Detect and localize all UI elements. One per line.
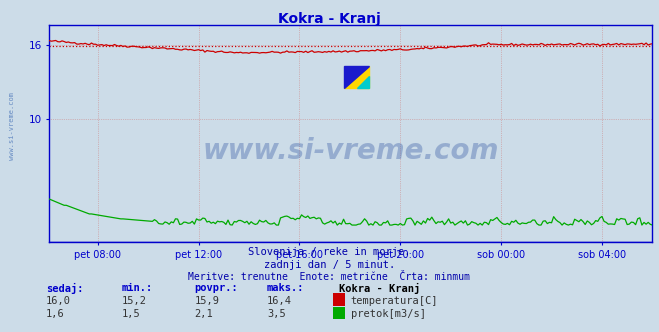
Text: 16,4: 16,4: [267, 296, 292, 306]
Polygon shape: [357, 76, 369, 88]
Text: sedaj:: sedaj:: [46, 283, 84, 294]
Text: 1,5: 1,5: [122, 309, 140, 319]
Text: 3,5: 3,5: [267, 309, 285, 319]
Text: Meritve: trenutne  Enote: metrične  Črta: minmum: Meritve: trenutne Enote: metrične Črta: …: [188, 272, 471, 282]
Text: maks.:: maks.:: [267, 283, 304, 293]
Polygon shape: [343, 66, 369, 88]
Text: Kokra - Kranj: Kokra - Kranj: [278, 12, 381, 26]
Text: temperatura[C]: temperatura[C]: [351, 296, 438, 306]
Text: www.si-vreme.com: www.si-vreme.com: [9, 92, 14, 160]
Text: 15,2: 15,2: [122, 296, 147, 306]
Text: Slovenija / reke in morje.: Slovenija / reke in morje.: [248, 247, 411, 257]
Text: pretok[m3/s]: pretok[m3/s]: [351, 309, 426, 319]
Text: 15,9: 15,9: [194, 296, 219, 306]
Polygon shape: [343, 66, 369, 88]
Text: Kokra - Kranj: Kokra - Kranj: [339, 283, 420, 294]
Text: min.:: min.:: [122, 283, 153, 293]
Text: 1,6: 1,6: [46, 309, 65, 319]
Text: 16,0: 16,0: [46, 296, 71, 306]
Text: www.si-vreme.com: www.si-vreme.com: [203, 137, 499, 165]
Text: povpr.:: povpr.:: [194, 283, 238, 293]
Text: 2,1: 2,1: [194, 309, 213, 319]
Text: zadnji dan / 5 minut.: zadnji dan / 5 minut.: [264, 260, 395, 270]
